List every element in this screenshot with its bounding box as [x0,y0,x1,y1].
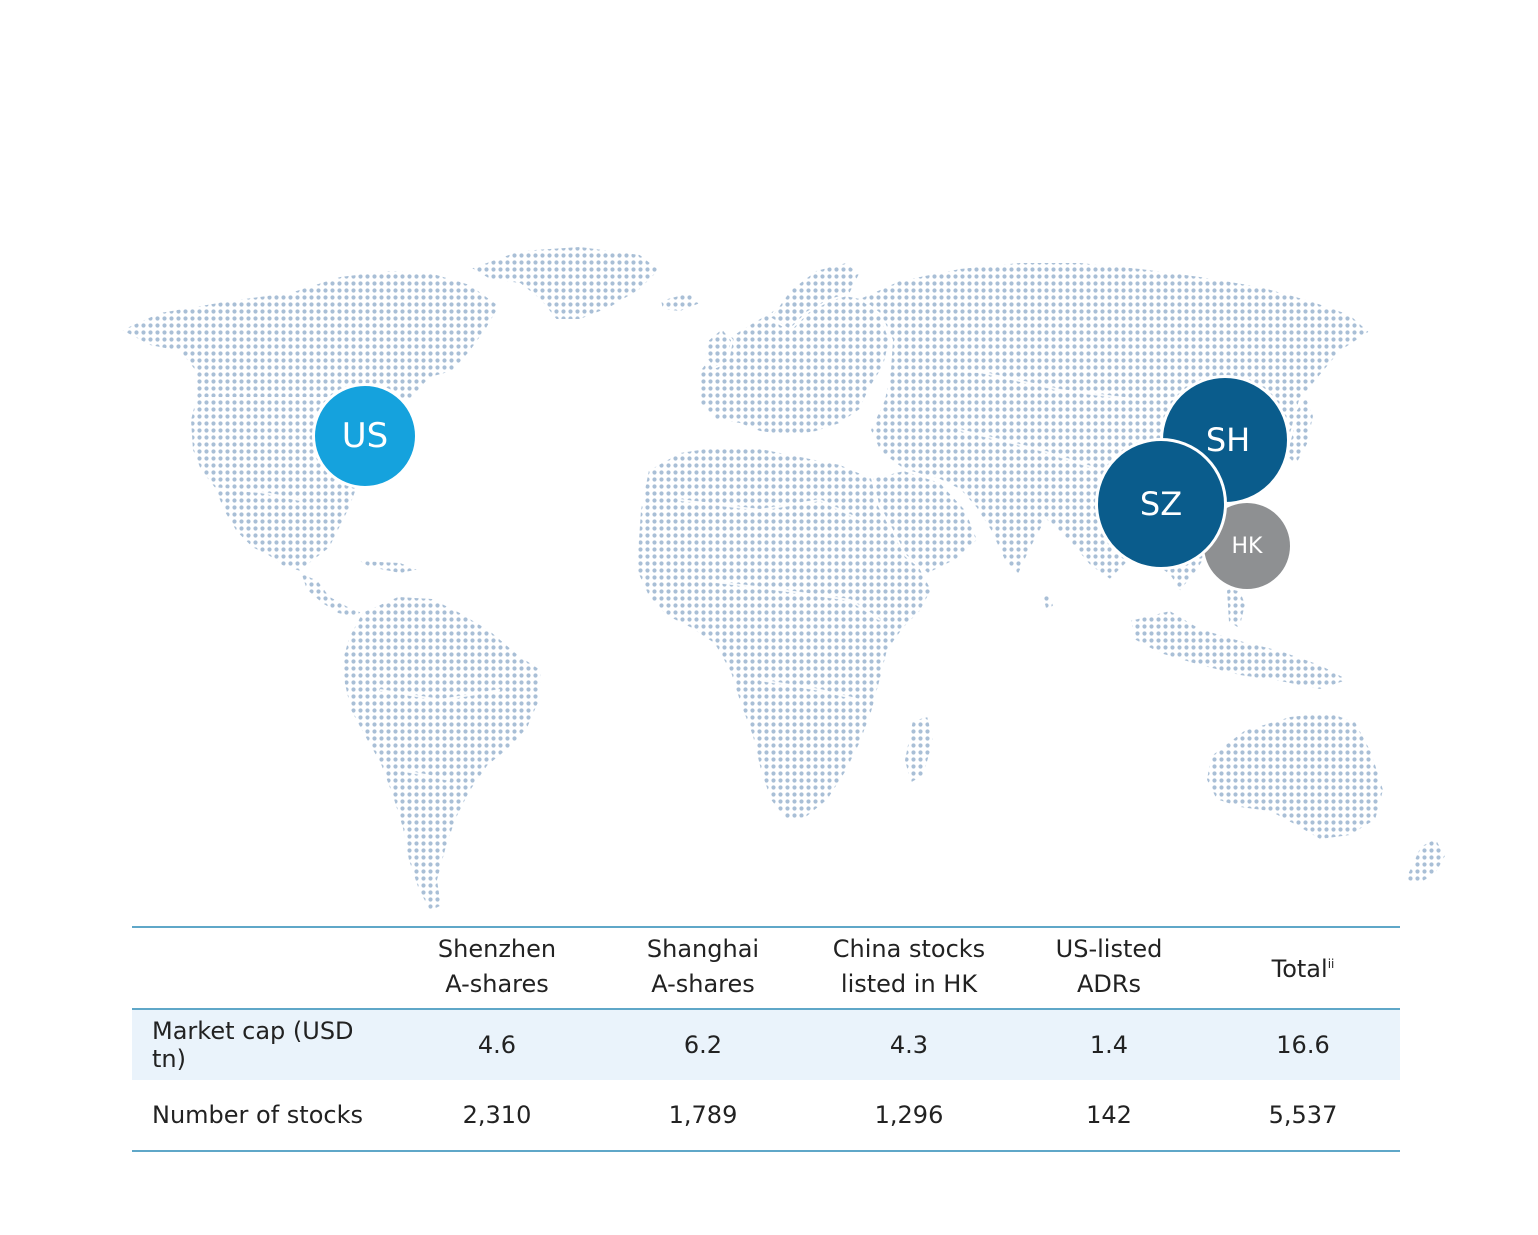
cell-market-cap-total: 16.6 [1276,1031,1330,1059]
world-map [119,245,1447,913]
border-sa-2 [399,769,451,781]
header-total: Totalii [1271,955,1335,983]
border-asia-2 [959,429,1101,471]
market-stats-table: Shenzhen A-shares Shanghai A-shares Chin… [132,926,1400,1152]
shenzhen-marker-label: SZ [1139,485,1183,523]
table-row: Number of stocks 2,310 1,789 1,296 142 5… [132,1080,1400,1151]
header-shanghai: Shanghai A-shares [646,935,760,998]
border-us-mexico [211,487,301,501]
caribbean [355,559,421,575]
header-shenzhen: Shenzhen A-shares [437,935,557,998]
table-header-row: Shenzhen A-shares Shanghai A-shares Chin… [132,927,1400,1009]
sri-lanka [1041,591,1055,613]
uk [703,327,733,369]
hong-kong-marker-label: HK [1231,533,1263,559]
cell-market-cap-shenzhen: 4.6 [477,1031,517,1059]
us-marker: US [312,383,418,489]
shenzhen-marker: SZ [1095,438,1227,570]
border-africa-2 [699,579,881,621]
indonesia [1129,609,1351,691]
border-africa-1 [679,498,861,521]
cell-stocks-us: 142 [1086,1101,1132,1129]
row-label-number-of-stocks: Number of stocks [152,1101,363,1129]
cell-market-cap-us: 1.4 [1089,1031,1129,1059]
cell-stocks-shanghai: 1,789 [668,1101,738,1129]
south-america [341,595,543,913]
north-america [119,269,501,573]
header-us-adrs: US-listed ADRs [1055,935,1163,998]
new-zealand [1403,837,1447,885]
header-hk: China stocks listed in HK [832,935,986,998]
australia [1205,711,1385,841]
us-marker-label: US [341,416,389,456]
cell-stocks-total: 5,537 [1268,1101,1338,1129]
cell-stocks-shenzhen: 2,310 [462,1101,532,1129]
madagascar [903,715,935,785]
japan [1285,395,1315,467]
arabia [871,469,979,575]
central-america [299,571,363,619]
border-sa-1 [379,689,501,702]
border-africa-3 [759,679,861,701]
footnote-marker: ii [1327,957,1335,971]
table-row: Market cap (USD tn) 4.6 6.2 4.3 1.4 16.6 [132,1009,1400,1080]
europe [699,291,891,437]
cell-market-cap-hk: 4.3 [889,1031,929,1059]
cell-stocks-hk: 1,296 [874,1101,944,1129]
cell-market-cap-shanghai: 6.2 [683,1031,723,1059]
scandinavia [769,261,861,331]
row-label-market-cap: Market cap (USD tn) [152,1017,354,1073]
iceland [659,291,701,313]
africa [635,445,933,821]
shanghai-marker-label: SH [1205,421,1251,459]
asia [859,261,1371,593]
world-map-area: US SH HK SZ [119,245,1447,913]
border-asia-1 [899,369,1201,402]
greenland [469,245,661,321]
header-empty [132,927,394,1009]
